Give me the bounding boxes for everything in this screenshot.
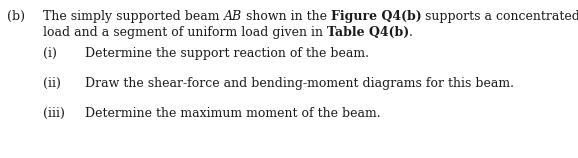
Text: (ii): (ii): [43, 77, 61, 90]
Text: supports a concentrated: supports a concentrated: [421, 10, 578, 23]
Text: shown in the: shown in the: [242, 10, 331, 23]
Text: (i): (i): [43, 47, 57, 60]
Text: .: .: [409, 26, 413, 39]
Text: Draw the shear-force and bending-moment diagrams for this beam.: Draw the shear-force and bending-moment …: [85, 77, 514, 90]
Text: Figure Q4(b): Figure Q4(b): [331, 10, 421, 23]
Text: (b): (b): [7, 10, 25, 23]
Text: Determine the support reaction of the beam.: Determine the support reaction of the be…: [85, 47, 369, 60]
Text: AB: AB: [224, 10, 242, 23]
Text: Table Q4(b): Table Q4(b): [327, 26, 409, 39]
Text: (iii): (iii): [43, 107, 65, 120]
Text: load and a segment of uniform load given in: load and a segment of uniform load given…: [43, 26, 327, 39]
Text: Determine the maximum moment of the beam.: Determine the maximum moment of the beam…: [85, 107, 381, 120]
Text: The simply supported beam: The simply supported beam: [43, 10, 224, 23]
